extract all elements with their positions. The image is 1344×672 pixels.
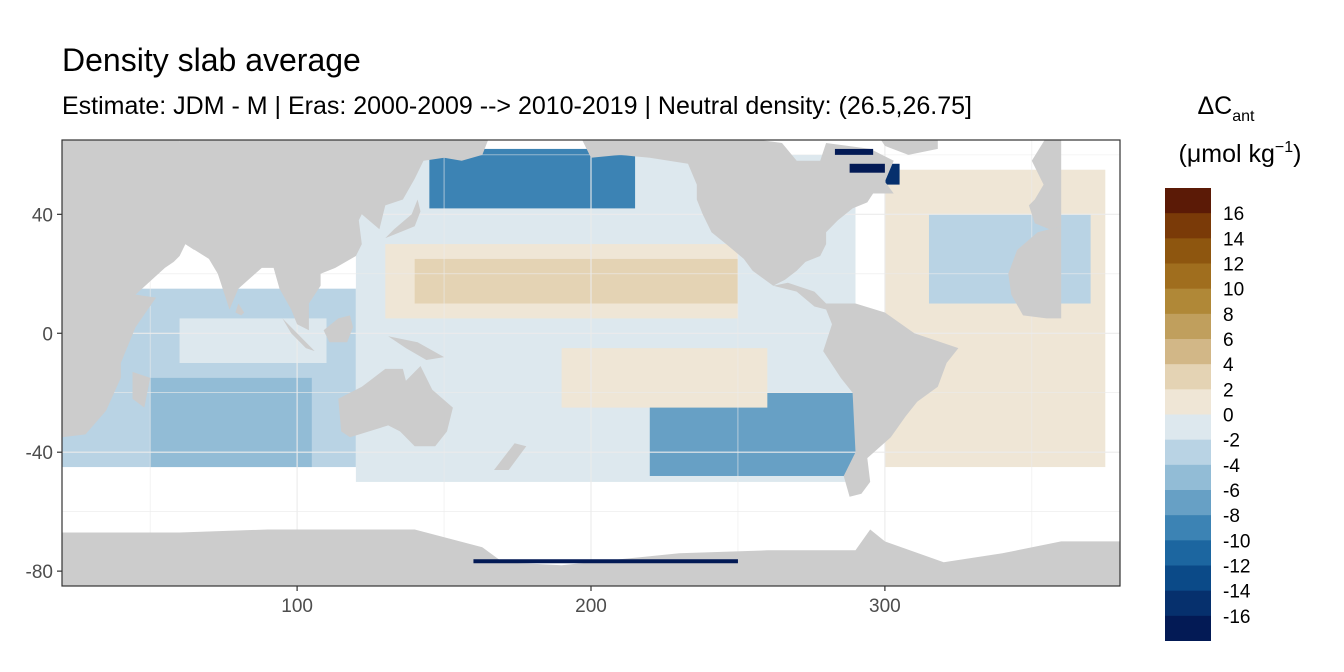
legend-title-line1: ΔCant — [1197, 92, 1255, 125]
land-west-africa-east — [1008, 226, 1062, 319]
land-europe — [1028, 140, 1062, 230]
land-africa-arabia — [62, 140, 195, 438]
legend-colorbar: 16 14 12 10 8 6 4 2 0 -2 -4 -6 -8 -10 -12 -14 -16 — [1165, 188, 1251, 641]
legend-swatch — [1165, 590, 1211, 617]
legend-swatch — [1165, 540, 1211, 567]
x-tick-label: 100 — [281, 596, 313, 617]
high-loss-patch-0 — [473, 559, 738, 564]
legend-label: 0 — [1223, 406, 1234, 427]
legend-swatch — [1165, 515, 1211, 541]
legend-label: -4 — [1223, 456, 1240, 477]
legend: ΔCant (μmol kg−1) 16 14 12 10 8 6 4 2 0 -2 -4 -6 -8 -… — [1165, 92, 1301, 641]
legend-swatch — [1165, 313, 1211, 340]
legend-swatch — [1165, 439, 1211, 466]
land-borneo — [323, 315, 353, 343]
legend-label: -14 — [1223, 582, 1251, 603]
legend-label: -10 — [1223, 531, 1250, 552]
y-tick-label: 0 — [42, 324, 53, 345]
data-region-8 — [561, 348, 768, 408]
legend-label: 4 — [1223, 355, 1234, 376]
legend-label: -12 — [1223, 557, 1250, 578]
chart-subtitle: Estimate: JDM - M | Eras: 2000-2009 --> … — [62, 92, 972, 120]
legend-swatch — [1165, 414, 1211, 441]
y-tick-label: -80 — [26, 562, 53, 583]
chart-title: Density slab average — [62, 42, 361, 78]
high-loss-patch-2 — [834, 148, 874, 155]
legend-swatch — [1165, 565, 1211, 592]
x-tick-label: 300 — [869, 596, 901, 617]
data-region-5 — [414, 258, 738, 304]
land-west-africa-wrap — [30, 226, 62, 321]
legend-swatch — [1165, 238, 1211, 265]
legend-swatch — [1165, 364, 1211, 390]
land-new-zealand — [494, 443, 527, 470]
land-madagascar — [132, 371, 151, 408]
legend-label: -8 — [1223, 506, 1240, 527]
data-region-1 — [150, 377, 312, 468]
legend-label: 16 — [1223, 204, 1244, 225]
land-central-south-america — [773, 282, 959, 497]
land-greenland — [880, 140, 938, 155]
legend-label: 8 — [1223, 305, 1234, 326]
legend-swatch — [1165, 188, 1211, 214]
land-new-guinea — [388, 336, 445, 360]
land-asia — [179, 140, 489, 331]
y-tick-label: -40 — [26, 443, 53, 464]
legend-swatch — [1165, 263, 1211, 290]
land-japan — [385, 199, 421, 239]
legend-label: 2 — [1223, 380, 1234, 401]
data-region-10 — [928, 214, 1091, 304]
legend-label: -16 — [1223, 607, 1250, 628]
legend-label: 10 — [1223, 280, 1244, 301]
legend-label: 12 — [1223, 255, 1244, 276]
legend-label: -6 — [1223, 481, 1240, 502]
land-india-sri-lanka — [235, 303, 245, 316]
landmasses — [30, 140, 1120, 586]
land-alaska-canada — [582, 140, 894, 286]
legend-label: 14 — [1223, 229, 1245, 250]
y-tick-label: 40 — [32, 205, 53, 226]
legend-label: 6 — [1223, 330, 1234, 351]
legend-swatch — [1165, 339, 1211, 365]
legend-swatch — [1165, 389, 1211, 416]
legend-title-units: (μmol kg−1) — [1179, 139, 1302, 168]
map-panel — [30, 139, 1121, 587]
legend-swatch — [1165, 213, 1211, 239]
land-australia — [338, 366, 453, 447]
legend-swatch — [1165, 615, 1211, 641]
land-antarctica — [62, 529, 1120, 586]
x-tick-label: 200 — [575, 596, 607, 617]
legend-swatch — [1165, 464, 1211, 491]
legend-label: -2 — [1223, 431, 1240, 452]
high-loss-patch-1 — [849, 163, 885, 173]
legend-swatch — [1165, 490, 1211, 516]
legend-swatch — [1165, 288, 1211, 315]
